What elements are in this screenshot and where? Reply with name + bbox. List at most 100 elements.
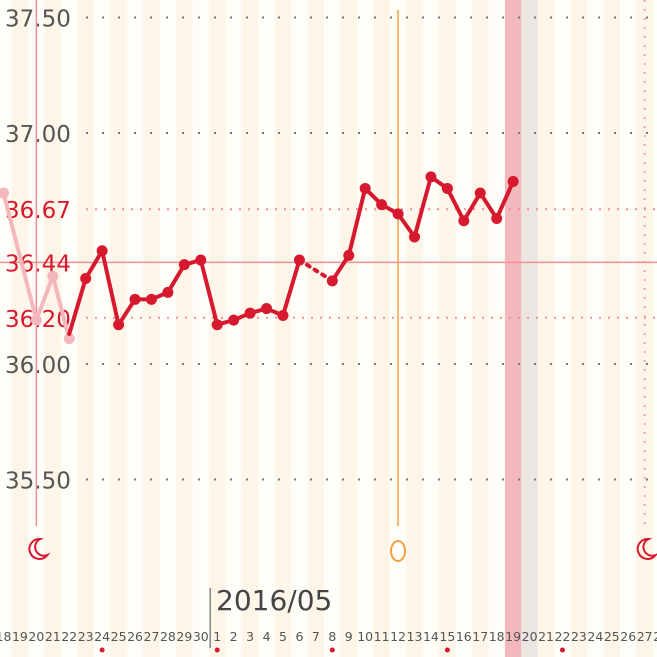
day-column	[422, 0, 440, 657]
missing-data-segment	[297, 258, 335, 283]
day-column	[455, 0, 473, 657]
x-tick-label: 28	[160, 629, 176, 644]
x-tick-label: 13	[407, 629, 423, 644]
series-segment	[346, 186, 368, 258]
reference-label: 36.44	[5, 251, 71, 277]
x-tick-label: 21	[538, 629, 554, 644]
data-point	[195, 254, 207, 266]
x-tick-label: 22	[555, 629, 571, 644]
x-tick-label: 21	[45, 629, 61, 644]
series-segment	[494, 179, 516, 221]
day-column	[291, 0, 308, 657]
data-point	[491, 212, 503, 224]
x-tick-label: 23	[571, 629, 587, 644]
series-segment	[1, 191, 39, 323]
series-segment	[34, 274, 55, 323]
x-tick-label: 26	[127, 629, 143, 644]
data-point	[409, 231, 420, 243]
x-tick-label: 30	[193, 629, 209, 644]
series-segment	[412, 174, 433, 239]
marked-day-dot	[444, 647, 450, 653]
x-tick-label: 12	[390, 629, 406, 644]
x-tick-label: 25	[111, 629, 127, 644]
data-point	[376, 199, 388, 211]
x-tick-label: 22	[61, 629, 77, 644]
day-column	[93, 0, 111, 657]
data-point	[458, 215, 470, 227]
x-tick-label: 23	[78, 629, 94, 644]
series-segment	[198, 258, 220, 327]
data-point	[343, 249, 355, 261]
x-tick-label: 3	[246, 629, 254, 644]
day-column	[324, 0, 341, 657]
x-tick-label: 6	[295, 629, 303, 644]
ovulation-circle-icon	[390, 540, 407, 562]
day-column	[274, 0, 292, 657]
x-tick-label: 20	[28, 629, 44, 644]
data-point	[392, 208, 404, 220]
x-tick-label: 20	[522, 629, 538, 644]
day-column	[340, 0, 357, 657]
day-column	[652, 0, 657, 657]
day-column	[488, 0, 505, 657]
day-column	[143, 0, 160, 657]
data-point	[277, 309, 289, 321]
data-point	[145, 293, 157, 305]
data-point	[47, 270, 59, 282]
x-tick-label: 24	[587, 629, 603, 644]
data-point	[211, 319, 223, 331]
data-point	[63, 333, 75, 345]
day-column	[77, 0, 94, 657]
x-tick-label: 19	[12, 629, 28, 644]
y-tick-label: 37.50	[5, 7, 71, 33]
series-segment	[280, 258, 302, 318]
data-point	[293, 254, 305, 266]
x-tick-label: 27	[144, 629, 160, 644]
reference-label: 36.67	[5, 198, 71, 224]
marked-day-dot	[329, 647, 335, 653]
day-column	[406, 0, 423, 657]
x-tick-label: 24	[94, 629, 110, 644]
x-tick-label: 14	[423, 629, 439, 644]
x-tick-label: 25	[604, 629, 620, 644]
day-column	[126, 0, 144, 657]
data-point	[178, 259, 190, 271]
x-tick-label: 11	[374, 629, 390, 644]
x-tick-label: 18	[489, 629, 505, 644]
day-column	[439, 0, 456, 657]
day-column	[587, 0, 604, 657]
marked-day-dot	[214, 647, 220, 653]
x-tick-label: 15	[439, 629, 455, 644]
x-tick-label: 18	[0, 629, 11, 644]
marked-day-dot	[559, 647, 565, 653]
data-point	[80, 273, 92, 285]
x-tick-label: 1	[213, 629, 221, 644]
x-tick-label: 10	[357, 629, 373, 644]
x-tick-label: 9	[345, 629, 353, 644]
data-point	[162, 286, 174, 298]
y-tick-label: 37.00	[5, 122, 71, 148]
x-tick-label: 29	[176, 629, 192, 644]
moon-icon	[28, 537, 51, 560]
data-point	[0, 187, 9, 199]
data-point	[474, 187, 486, 199]
x-tick-label: 8	[328, 629, 336, 644]
day-column	[554, 0, 571, 657]
data-point	[96, 245, 108, 257]
day-column	[620, 0, 637, 657]
day-column	[11, 0, 29, 657]
moon-icon	[636, 537, 657, 560]
data-point	[228, 314, 240, 326]
day-column	[570, 0, 588, 657]
day-column	[0, 0, 12, 657]
series-segment	[50, 274, 72, 341]
series-segment	[100, 248, 121, 327]
day-column	[241, 0, 259, 657]
data-point	[113, 319, 125, 331]
data-point	[507, 176, 519, 188]
day-column	[44, 0, 62, 657]
day-column	[258, 0, 275, 657]
data-point	[129, 293, 141, 305]
data-point	[261, 303, 273, 315]
